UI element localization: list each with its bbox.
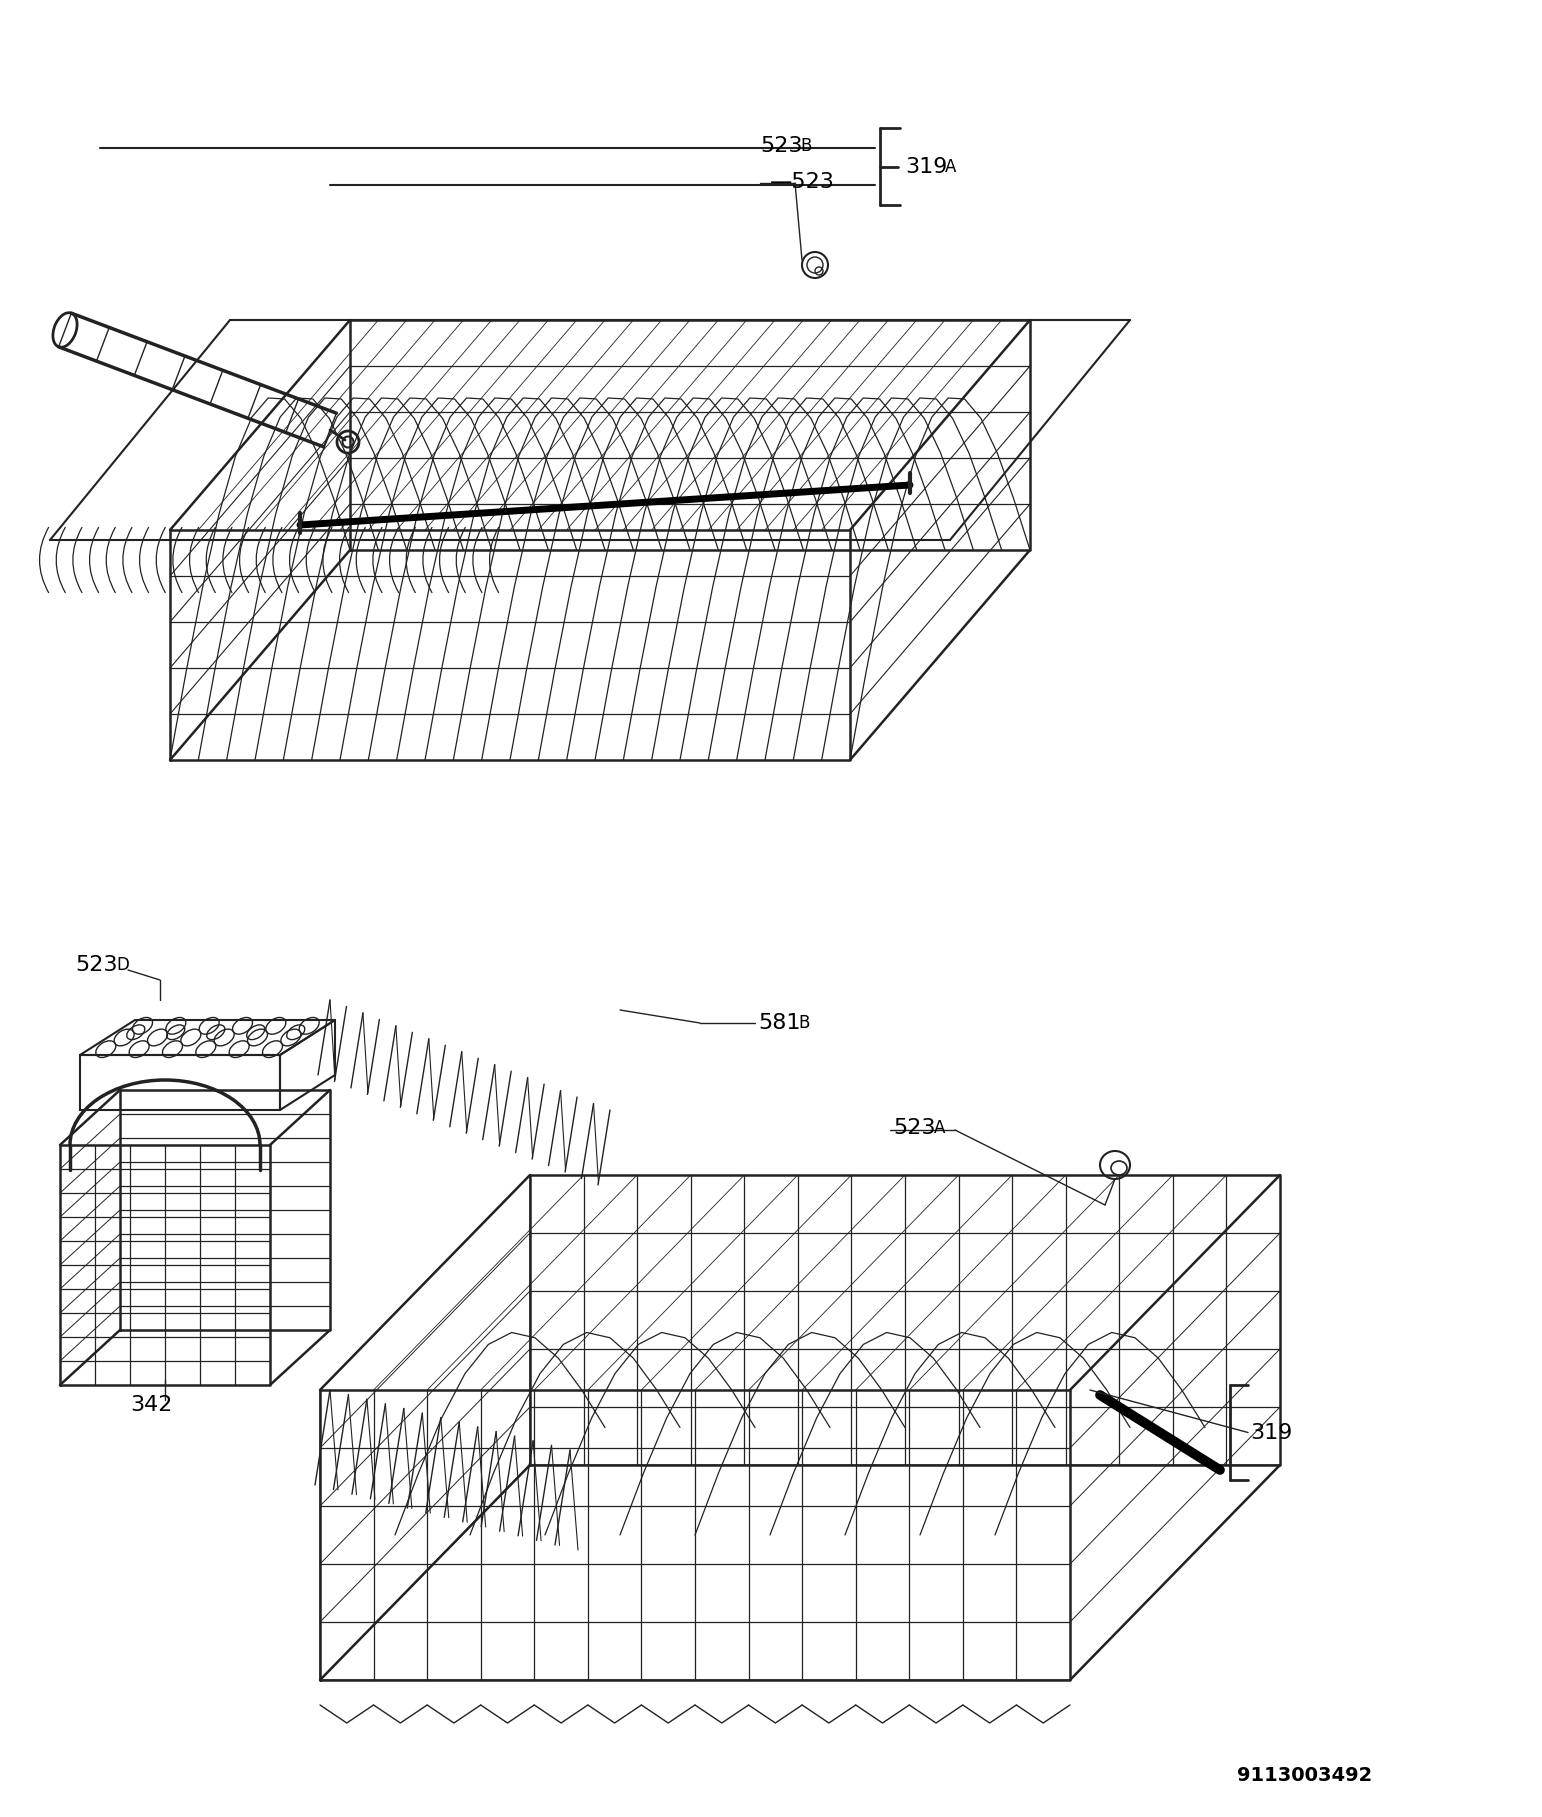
Text: 523: 523 (893, 1117, 936, 1137)
Text: 319: 319 (905, 156, 947, 176)
Text: 581: 581 (759, 1014, 800, 1034)
Text: 342: 342 (130, 1395, 173, 1415)
Text: A: A (945, 158, 956, 176)
Text: 523: 523 (76, 956, 117, 976)
Text: —523: —523 (769, 173, 834, 193)
Text: 9113003492: 9113003492 (1237, 1766, 1372, 1784)
Text: 319: 319 (1251, 1423, 1292, 1443)
Text: B: B (800, 136, 811, 154)
Text: A: A (934, 1119, 945, 1137)
Text: 523: 523 (760, 136, 802, 156)
Text: B: B (799, 1014, 810, 1032)
Text: D: D (116, 956, 130, 974)
